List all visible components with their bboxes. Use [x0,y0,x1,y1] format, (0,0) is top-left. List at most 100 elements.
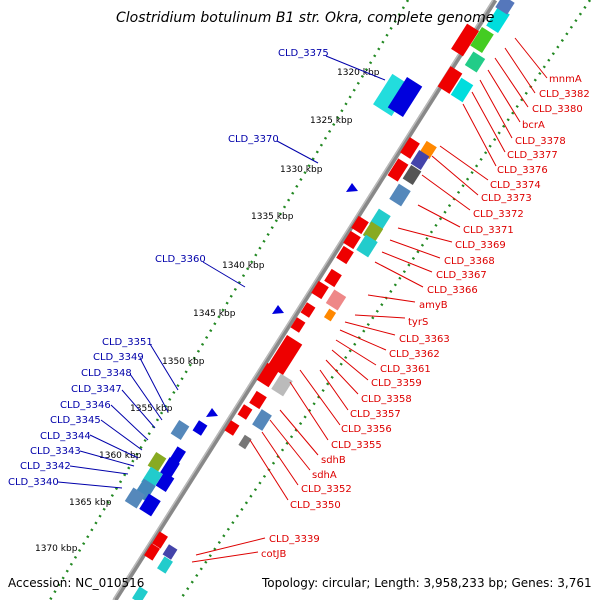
gene-label-forward[interactable]: CLD_3342 [20,461,71,472]
kbp-label: 1345 kbp [193,309,236,319]
gene-label-reverse[interactable]: CLD_3367 [436,270,487,281]
gene-feature[interactable] [336,245,354,265]
gene-feature[interactable] [144,543,160,561]
gene-label-reverse[interactable]: bcrA [522,120,545,131]
gene-feature[interactable] [470,26,494,54]
gene-feature[interactable] [224,420,240,436]
gene-feature[interactable] [152,531,168,549]
gene-label-reverse[interactable]: mnmA [549,74,582,85]
gene-feature[interactable] [139,493,161,517]
gene-label-reverse[interactable]: CLD_3378 [515,136,566,147]
gene-label-forward[interactable]: CLD_3347 [71,384,122,395]
kbp-label: 1370 kbp [35,544,78,554]
gene-feature[interactable] [387,76,423,118]
gene-feature[interactable] [271,373,293,397]
gene-feature[interactable] [267,334,303,376]
gene-label-reverse[interactable]: CLD_3356 [341,424,392,435]
gene-feature[interactable] [343,230,361,250]
gene-label-reverse[interactable]: CLD_3361 [380,364,431,375]
gene-label-reverse[interactable]: CLD_3380 [532,104,583,115]
gene-label-reverse[interactable]: CLD_3363 [399,334,450,345]
gene-label-forward[interactable]: CLD_3346 [60,400,111,411]
gene-feature[interactable] [300,302,316,318]
gene-feature[interactable] [464,51,486,73]
gene-label-reverse[interactable]: CLD_3372 [473,209,524,220]
kbp-label: 1340 kbp [222,261,265,271]
gene-feature[interactable] [389,183,411,207]
gene-label-forward[interactable]: CLD_3370 [228,134,279,145]
inner-dotted-track [178,0,592,600]
gene-feature[interactable] [272,305,284,314]
gene-label-forward[interactable]: CLD_3375 [278,48,329,59]
gene-label-reverse[interactable]: sdhA [312,470,337,481]
reverse-gene-labels: mnmA CLD_3382 CLD_3380 bcrA CLD_3378 CLD… [191,37,590,563]
gene-label-forward[interactable]: CLD_3360 [155,254,206,265]
gene-label-reverse[interactable]: CLD_3373 [481,193,532,204]
gene-label-reverse[interactable]: sdhB [321,455,346,466]
gene-feature[interactable] [324,268,342,288]
gene-feature[interactable] [325,289,347,311]
gene-feature[interactable] [132,586,148,600]
gene-label-reverse[interactable]: CLD_3358 [361,394,412,405]
gene-feature[interactable] [402,165,422,185]
gene-feature[interactable] [238,434,252,450]
gene-feature[interactable] [124,487,146,509]
kbp-label: 1330 kbp [280,165,323,175]
gene-label-reverse[interactable]: CLD_3377 [507,150,558,161]
gene-feature[interactable] [351,215,369,235]
gene-label-reverse[interactable]: CLD_3371 [463,225,514,236]
gene-label-reverse[interactable]: CLD_3369 [455,240,506,251]
gene-feature[interactable] [387,158,409,182]
gene-label-reverse[interactable]: CLD_3368 [444,256,495,267]
gene-feature[interactable] [451,23,479,57]
gene-label-forward[interactable]: CLD_3343 [30,446,81,457]
gene-feature[interactable] [147,452,167,472]
gene-label-reverse[interactable]: CLD_3359 [371,378,422,389]
gene-feature[interactable] [170,420,190,440]
gene-label-reverse[interactable]: CLD_3362 [389,349,440,360]
topology-text: Topology: circular; Length: 3,958,233 bp… [261,576,592,590]
gene-feature[interactable] [249,390,267,410]
outer-dotted-track [48,0,410,600]
gene-feature[interactable] [157,556,173,574]
gene-feature[interactable] [206,408,218,417]
gene-feature[interactable] [170,446,186,464]
gene-feature[interactable] [373,73,411,117]
gene-feature[interactable] [410,150,430,170]
gene-feature[interactable] [346,183,358,192]
gene-label-reverse[interactable]: cotJB [261,549,286,560]
gene-feature[interactable] [192,420,208,436]
gene-label-reverse[interactable]: CLD_3355 [331,440,382,451]
gene-label-reverse[interactable]: CLD_3374 [490,180,541,191]
gene-label-forward[interactable]: CLD_3345 [50,415,101,426]
gene-feature[interactable] [290,317,306,333]
gene-label-forward[interactable]: CLD_3344 [40,431,91,442]
gene-feature[interactable] [323,308,337,322]
gene-label-reverse[interactable]: tyrS [408,317,428,328]
gene-feature[interactable] [400,137,420,159]
gene-label-reverse[interactable]: CLD_3382 [539,89,590,100]
gene-feature[interactable] [486,6,510,34]
gene-feature[interactable] [356,234,378,258]
gene-feature[interactable] [495,0,515,15]
gene-label-reverse[interactable]: CLD_3339 [269,534,320,545]
gene-feature[interactable] [437,66,463,94]
gene-label-reverse[interactable]: CLD_3350 [290,500,341,511]
gene-label-reverse[interactable]: amyB [419,300,448,311]
gene-feature[interactable] [252,409,272,431]
gene-label-forward[interactable]: CLD_3349 [93,352,144,363]
genome-title: Clostridium botulinum B1 str. Okra, comp… [116,10,494,26]
gene-feature[interactable] [162,544,178,560]
gene-label-forward[interactable]: CLD_3340 [8,477,59,488]
gene-label-forward[interactable]: CLD_3351 [102,337,153,348]
gene-feature[interactable] [256,362,280,388]
gene-label-reverse[interactable]: CLD_3366 [427,285,478,296]
gene-feature[interactable] [155,472,175,492]
gene-label-forward[interactable]: CLD_3348 [81,368,132,379]
gene-label-reverse[interactable]: CLD_3357 [350,409,401,420]
gene-label-reverse[interactable]: CLD_3352 [301,484,352,495]
gene-feature[interactable] [311,280,329,300]
gene-label-reverse[interactable]: CLD_3376 [497,165,548,176]
gene-feature[interactable] [237,404,253,420]
gene-feature[interactable] [450,77,474,103]
